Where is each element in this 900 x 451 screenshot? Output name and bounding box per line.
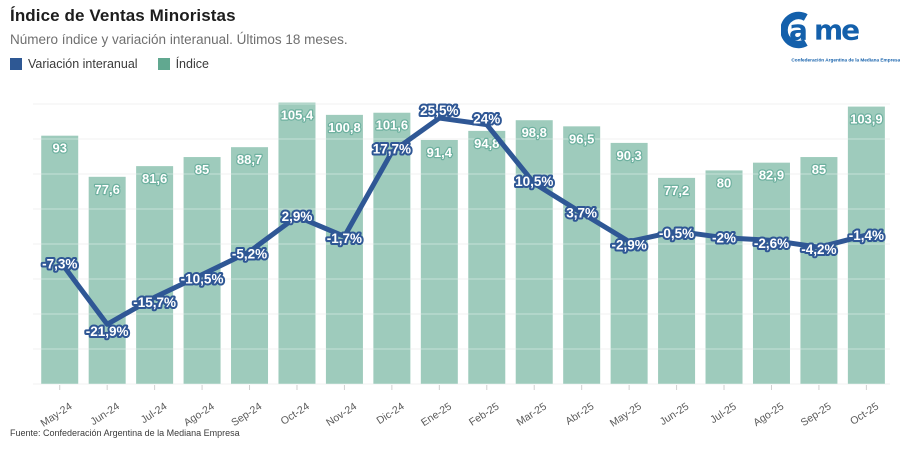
line-value-label: 10,5%	[515, 174, 553, 189]
legend-label: Variación interanual	[28, 57, 138, 71]
line-value-label: -2%	[712, 230, 736, 245]
bar-value-label: 94,8	[474, 136, 499, 151]
bar-value-label: 77,2	[664, 183, 689, 198]
bar-value-label: 80	[717, 175, 731, 190]
bar-value-label: 93	[52, 141, 66, 156]
bar-value-label: 90,3	[616, 148, 641, 163]
line-value-label: -15,7%	[133, 295, 176, 310]
came-logo-tagline: Confederación Argentina de la Mediana Em…	[791, 58, 900, 64]
line-value-label: -1,4%	[849, 228, 884, 243]
bar-value-label: 88,7	[237, 152, 262, 167]
x-axis-label: Ene-25	[419, 400, 454, 429]
bar-value-label: 82,9	[759, 168, 784, 183]
line-value-label: 2,9%	[282, 209, 313, 224]
bar	[468, 130, 506, 384]
line-value-label: -21,9%	[86, 324, 129, 339]
bar	[800, 157, 838, 384]
x-axis-label: Nov-24	[324, 400, 359, 429]
line-value-label: -5,2%	[232, 246, 267, 261]
line-value-label: 25,5%	[420, 103, 458, 118]
x-axis-label: Jun-24	[88, 400, 122, 428]
bar	[610, 142, 648, 384]
bar-value-label: 91,4	[427, 145, 453, 160]
bar	[847, 106, 885, 384]
bar-value-label: 85	[812, 162, 826, 177]
bar	[231, 147, 269, 384]
bar-value-label: 101,6	[376, 118, 409, 133]
bar-value-label: 103,9	[850, 112, 883, 127]
legend-item-indice: Índice	[157, 57, 209, 71]
bar	[658, 177, 696, 384]
bar-value-label: 81,6	[142, 171, 167, 186]
line-value-label: -2,9%	[611, 237, 646, 252]
x-axis-label: Ago-24	[182, 400, 217, 429]
x-axis-label: Abr-25	[563, 400, 596, 427]
x-axis-label: Jul-24	[139, 400, 170, 426]
source-note: Fuente: Confederación Argentina de la Me…	[10, 428, 240, 438]
bar-value-label: 100,8	[328, 120, 361, 135]
bar	[563, 126, 601, 384]
legend-item-variacion-interanual: Variación interanual	[10, 57, 138, 71]
legend: Variación interanual Índice	[10, 57, 348, 71]
bar	[752, 162, 790, 384]
line-value-label: -0,5%	[659, 226, 694, 241]
line-value-label: 24%	[473, 111, 500, 126]
line-value-label: -7,3%	[42, 256, 77, 271]
x-axis-label: Mar-25	[514, 400, 549, 428]
bar	[420, 139, 458, 384]
came-logo: a me Confederación Argentina de la Media…	[776, 8, 900, 65]
legend-label: Índice	[175, 57, 209, 71]
x-axis-label: Jul-25	[708, 400, 739, 426]
page-title: Índice de Ventas Minoristas	[10, 6, 236, 25]
x-axis-label: Sep-24	[229, 400, 264, 429]
line-value-label: 3,7%	[566, 206, 597, 221]
bar-value-label: 96,5	[569, 131, 594, 146]
came-logo-c-ring	[780, 11, 808, 49]
x-axis-label: Ago-25	[751, 400, 786, 429]
bar-value-label: 105,4	[281, 108, 314, 123]
x-axis-label: Oct-24	[279, 400, 312, 427]
line-value-label: -10,5%	[181, 271, 224, 286]
bar	[136, 166, 174, 384]
bar	[373, 112, 411, 384]
line-series	[57, 115, 869, 327]
legend-swatch-blue	[10, 58, 22, 70]
line-value-label: -2,6%	[754, 236, 789, 251]
bar-value-label: 98,8	[522, 125, 547, 140]
came-logo-me: me	[814, 14, 859, 47]
bar	[705, 170, 743, 384]
bar	[88, 176, 126, 384]
line-value-label: -4,2%	[801, 242, 836, 257]
bar	[278, 102, 316, 384]
came-logo-a: a	[789, 14, 808, 47]
line-value-label: -1,7%	[327, 231, 362, 246]
x-axis-label: Sep-25	[799, 400, 834, 429]
bar	[325, 114, 363, 384]
chart-header: Índice de Ventas Minoristas Número índic…	[10, 6, 348, 71]
came-logo-mark: a me	[780, 11, 861, 49]
bar-value-label: 85	[195, 162, 209, 177]
x-axis-label: Jun-25	[658, 400, 692, 428]
x-axis-label: Feb-25	[467, 400, 502, 428]
legend-swatch-green	[157, 58, 170, 70]
x-axis-label: May-25	[608, 400, 644, 429]
x-axis-label: Dic-24	[375, 400, 407, 427]
x-axis-label: May-24	[38, 400, 74, 429]
bar	[515, 120, 553, 384]
line-value-label: 17,7%	[373, 142, 411, 157]
x-axis-label: Oct-25	[848, 400, 881, 427]
chart-subtitle: Número índice y variación interanual. Úl…	[10, 32, 348, 47]
bar-value-label: 77,6	[95, 182, 120, 197]
